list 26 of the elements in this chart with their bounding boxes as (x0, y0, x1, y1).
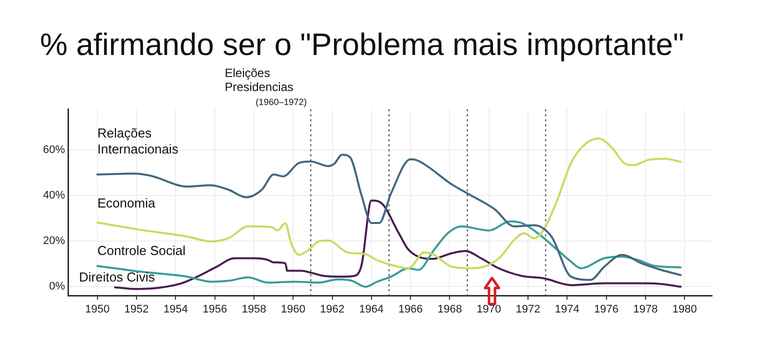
x-tick-label: 1980 (672, 303, 697, 316)
x-tick-label: 1960 (280, 303, 306, 316)
x-tick-label: 1978 (633, 303, 658, 316)
y-tick-label: 20% (42, 235, 66, 248)
ref-line-label: Eleições Presidencias (1960–1972) (224, 66, 307, 108)
series-label: Direitos Civis (78, 269, 156, 284)
x-tick-label: 1968 (437, 303, 462, 316)
x-tick-label: 1974 (554, 303, 580, 316)
x-tick-label: 1964 (359, 303, 384, 316)
x-tick-label: 1956 (202, 303, 228, 316)
y-tick-label: 60% (42, 144, 66, 156)
y-tick-label: 40% (42, 190, 66, 202)
x-tick-label: 1970 (476, 303, 502, 316)
x-tick-label: 1950 (85, 303, 110, 316)
x-tick-label: 1952 (124, 303, 149, 316)
x-tick-label: 1976 (594, 303, 619, 316)
series-label: Economia (97, 196, 156, 211)
x-tick-label: 1972 (516, 303, 540, 316)
x-tick-label: 1962 (320, 303, 345, 316)
series-label: Relações Internacionais (97, 126, 179, 157)
series-label: Controle Social (97, 243, 186, 258)
y-tick-label: 0% (49, 280, 66, 293)
x-tick-label: 1954 (163, 303, 188, 316)
x-tick-label: 1958 (242, 303, 266, 316)
chart-title: % afirmando ser o "Problema mais importante" (40, 27, 684, 62)
x-tick-label: 1966 (398, 303, 423, 316)
